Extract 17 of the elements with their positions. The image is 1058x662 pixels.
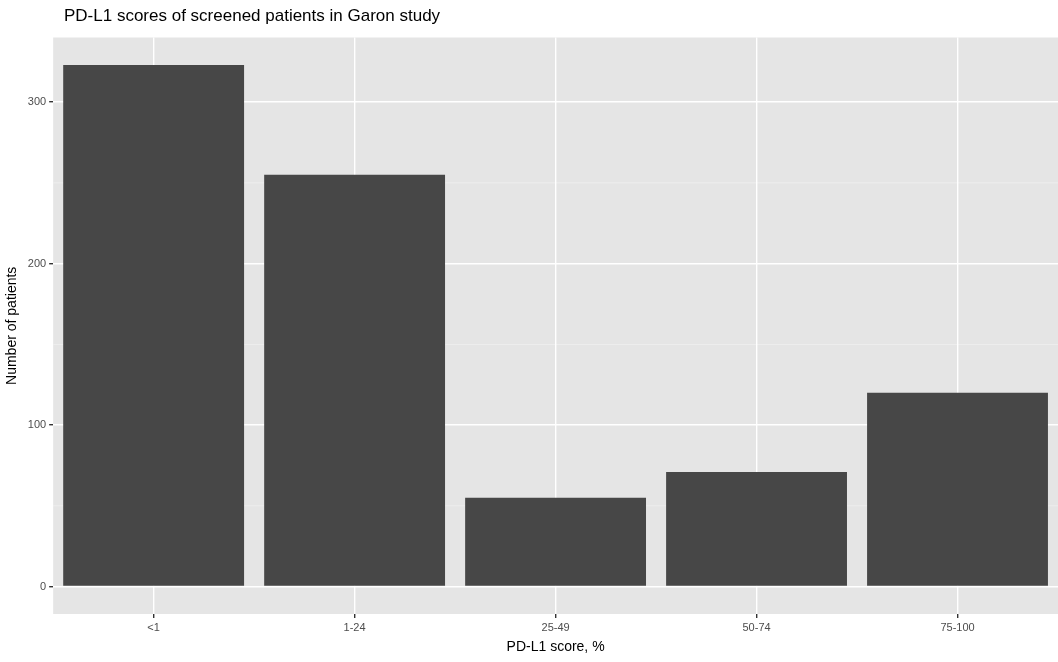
y-axis-title: Number of patients <box>3 266 20 385</box>
bar <box>867 392 1048 586</box>
y-tick-label: 200 <box>27 256 47 269</box>
x-tick-label: <1 <box>147 620 160 633</box>
x-tick-label: 75-100 <box>940 620 975 633</box>
x-tick-label: 1-24 <box>343 620 366 633</box>
x-axis-title: PD-L1 score, % <box>506 638 605 655</box>
bar <box>63 65 245 586</box>
y-tick-label: 300 <box>27 95 47 108</box>
x-tick-label: 25-49 <box>541 620 570 633</box>
bar <box>666 471 847 586</box>
bar <box>465 497 647 586</box>
y-tick-label: 100 <box>27 418 47 431</box>
x-tick-label: 50-74 <box>742 620 771 633</box>
bar <box>264 174 446 586</box>
y-tick-label: 0 <box>40 579 47 592</box>
chart-title: PD-L1 scores of screened patients in Garon study <box>64 6 441 26</box>
